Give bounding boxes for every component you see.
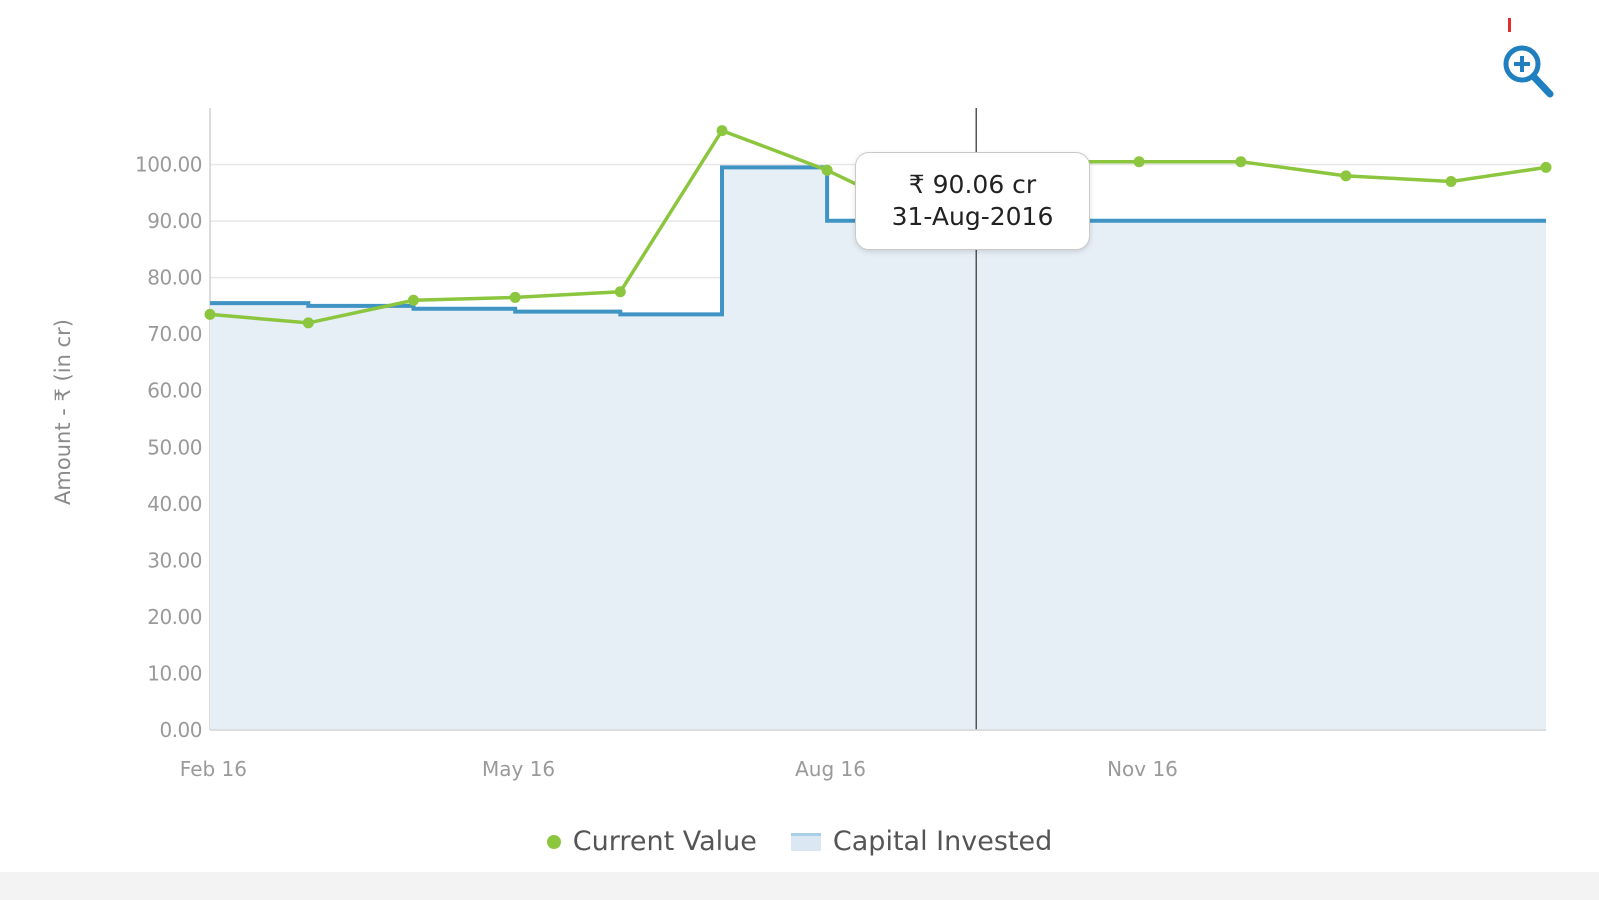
current-value-point[interactable]	[1133, 156, 1145, 168]
current-value-point[interactable]	[302, 317, 314, 329]
current-value-point[interactable]	[821, 164, 833, 176]
tooltip-date: 31-Aug-2016	[891, 202, 1054, 231]
y-tick-label: 80.00	[147, 266, 202, 290]
legend-label-capital-invested: Capital Invested	[832, 826, 1053, 857]
x-tick-label: May 16	[482, 757, 555, 781]
current-value-point[interactable]	[204, 308, 216, 320]
y-tick-label: 10.00	[147, 661, 202, 685]
y-tick-label: 60.00	[147, 379, 202, 403]
capital-invested-line[interactable]	[210, 165, 1546, 317]
current-value-point[interactable]	[1340, 170, 1352, 182]
y-tick-label: 70.00	[147, 322, 202, 346]
current-value-point[interactable]	[1235, 156, 1247, 168]
y-axis-title: Amount - ₹ (in cr)	[51, 319, 75, 505]
y-tick-label: 50.00	[147, 435, 202, 459]
y-tick-label: 40.00	[147, 492, 202, 516]
legend-dot-icon	[546, 834, 561, 849]
capital-invested-area	[210, 167, 1546, 730]
current-value-point[interactable]	[716, 125, 728, 137]
y-tick-label: 100.00	[135, 153, 202, 177]
x-tick-label: Feb 16	[180, 757, 247, 781]
y-tick-label: 90.00	[147, 209, 202, 233]
chart-legend: Current Value Capital Invested	[0, 826, 1599, 857]
current-value-point[interactable]	[1540, 161, 1552, 173]
bottom-strip	[0, 872, 1599, 900]
y-tick-label: 20.00	[147, 605, 202, 629]
current-value-point[interactable]	[614, 286, 626, 298]
red-marker	[1508, 18, 1511, 32]
current-value-point[interactable]	[509, 291, 521, 303]
current-value-point[interactable]	[1445, 176, 1457, 188]
x-tick-label: Aug 16	[795, 757, 866, 781]
legend-swatch-icon	[790, 832, 821, 851]
tooltip-value: ₹ 90.06 cr	[908, 170, 1037, 199]
current-value-point[interactable]	[407, 294, 419, 306]
chart-tooltip: ₹ 90.06 cr 31-Aug-2016	[855, 152, 1090, 250]
y-tick-label: 30.00	[147, 548, 202, 572]
legend-item-current-value[interactable]: Current Value	[546, 826, 757, 857]
x-tick-label: Nov 16	[1107, 757, 1178, 781]
y-tick-label: 0.00	[159, 718, 202, 742]
zoom-in-magnifier-icon[interactable]	[1500, 40, 1560, 102]
legend-item-capital-invested[interactable]: Capital Invested	[790, 826, 1053, 857]
legend-label-current-value: Current Value	[572, 826, 757, 857]
